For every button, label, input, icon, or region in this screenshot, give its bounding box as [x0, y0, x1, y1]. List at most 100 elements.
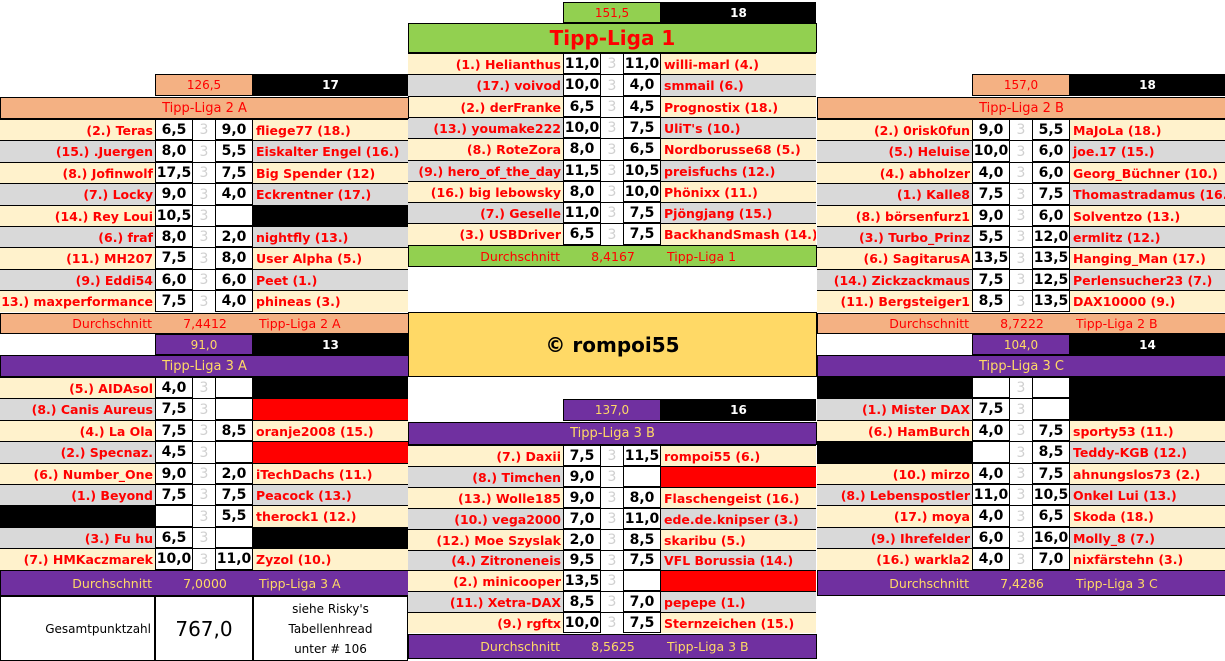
separator: 3	[193, 463, 215, 484]
away-score: 8,5	[623, 529, 661, 550]
league-player-count: 14	[1070, 334, 1225, 355]
average-league-name: Tipp-Liga 3 B	[667, 639, 749, 654]
home-player-name: (3.) Fu hu	[0, 527, 155, 548]
home-player-name: (3.) USBDriver	[408, 223, 563, 245]
separator: 3	[193, 548, 215, 570]
average-label: Durchschnitt	[480, 248, 560, 264]
home-score	[972, 441, 1010, 463]
home-score: 7,5	[155, 247, 193, 269]
home-player-name: (8.) Lebenspostler	[817, 484, 972, 505]
home-player-name: (10.) mirzo	[817, 463, 972, 484]
separator: 3	[1010, 463, 1032, 484]
separator: 3	[1010, 484, 1032, 505]
away-score: 8,0	[623, 487, 661, 508]
away-score: 7,5	[623, 202, 661, 223]
total-note: siehe Risky's Tabellenhread unter # 106	[253, 596, 408, 661]
separator: 3	[1010, 205, 1032, 226]
home-player-name: (8.) Timchen	[408, 466, 563, 487]
home-score: 4,0	[155, 377, 193, 398]
home-score: 11,0	[972, 484, 1010, 505]
away-score: 7,5	[1032, 420, 1070, 441]
home-player-name: (17.) voivod	[408, 74, 563, 96]
home-player-name: (16.) big lebowsky	[408, 181, 563, 202]
away-score: 4,5	[623, 96, 661, 117]
home-score: 10,5	[155, 205, 193, 226]
away-player-name: Peacock (13.)	[253, 484, 408, 505]
home-player-name: (3.) Turbo_Prinz	[817, 226, 972, 247]
separator: 3	[601, 74, 623, 96]
home-score: 10,0	[155, 548, 193, 570]
away-score: 12,5	[1032, 269, 1070, 290]
average-label: Durchschnitt	[72, 575, 152, 591]
separator: 3	[601, 117, 623, 138]
home-player-name: (17.) moya	[817, 505, 972, 527]
away-score	[623, 466, 661, 487]
league-player-count: 17	[253, 74, 408, 96]
home-player-name: (2.) derFranke	[408, 96, 563, 117]
away-score	[215, 441, 253, 463]
away-player-name	[1070, 398, 1225, 420]
league-total-points: 137,0	[563, 399, 661, 421]
average-league-name: Tipp-Liga 2 A	[259, 316, 341, 331]
league-title: Tipp-Liga 3 A	[0, 355, 409, 377]
home-player-name	[0, 505, 155, 527]
home-player-name: (2.) Teras	[0, 119, 155, 140]
away-score: 12,0	[1032, 226, 1070, 247]
home-score: 7,5	[563, 445, 601, 466]
home-player-name: (1.) Helianthus	[408, 53, 563, 74]
away-player-name: preisfuchs (12.)	[661, 160, 816, 181]
away-player-name: iTechDachs (11.)	[253, 463, 408, 484]
home-player-name: (6.) HamBurch	[817, 420, 972, 441]
league-average-row: Durchschnitt 7,4286 Tipp-Liga 3 C	[817, 570, 1225, 596]
home-score: 8,0	[563, 181, 601, 202]
away-player-name	[253, 527, 408, 548]
home-player-name: (12.) Moe Szyslak	[408, 529, 563, 550]
home-player-name: (11.) Bergsteiger1	[817, 290, 972, 312]
away-player-name: Flaschengeist (16.)	[661, 487, 816, 508]
home-score: 2,0	[563, 529, 601, 550]
home-player-name: (2.) Specnaz.	[0, 441, 155, 463]
away-score: 7,5	[623, 117, 661, 138]
home-score: 10,0	[563, 117, 601, 138]
league-total-points: 126,5	[155, 74, 253, 96]
away-player-name: Eckrentner (17.)	[253, 183, 408, 205]
league-player-count: 13	[253, 334, 408, 355]
away-score: 7,5	[623, 612, 661, 633]
home-score: 9,0	[563, 487, 601, 508]
separator: 3	[601, 223, 623, 245]
away-player-name: Sternzeichen (15.)	[661, 612, 816, 633]
average-league-name: Tipp-Liga 3 A	[259, 575, 341, 591]
separator: 3	[601, 96, 623, 117]
away-score: 10,5	[623, 160, 661, 181]
home-score: 6,0	[972, 527, 1010, 548]
home-player-name: (9.) rgftx	[408, 612, 563, 633]
away-player-name	[253, 205, 408, 226]
league-title: Tipp-Liga 1	[408, 23, 817, 53]
away-score: 4,0	[623, 74, 661, 96]
separator: 3	[193, 420, 215, 441]
away-player-name: Big Spender (12)	[253, 162, 408, 183]
away-score: 5,5	[1032, 119, 1070, 140]
away-player-name: nightfly (13.)	[253, 226, 408, 247]
home-player-name: (9.) hero_of_the_day	[408, 160, 563, 181]
home-player-name: (8.) Canis Aureus	[0, 398, 155, 420]
away-score	[623, 570, 661, 591]
home-player-name: (8.) börsenfurz1	[817, 205, 972, 226]
league-player-count: 16	[661, 399, 816, 421]
total-value: 767,0	[155, 596, 253, 661]
away-player-name	[1070, 377, 1225, 398]
home-player-name: (7.) Daxii	[408, 445, 563, 466]
separator: 3	[193, 183, 215, 205]
away-score	[1032, 377, 1070, 398]
separator: 3	[601, 612, 623, 633]
away-score: 2,0	[215, 226, 253, 247]
total-note-line: unter # 106	[294, 641, 367, 656]
away-score: 8,0	[215, 247, 253, 269]
away-player-name: Molly_8 (7.)	[1070, 527, 1225, 548]
home-score: 9,0	[155, 183, 193, 205]
home-score: 4,0	[972, 162, 1010, 183]
separator: 3	[193, 505, 215, 527]
home-score: 6,5	[563, 223, 601, 245]
away-score: 6,5	[623, 138, 661, 160]
away-player-name: pepepe (1.)	[661, 591, 816, 612]
